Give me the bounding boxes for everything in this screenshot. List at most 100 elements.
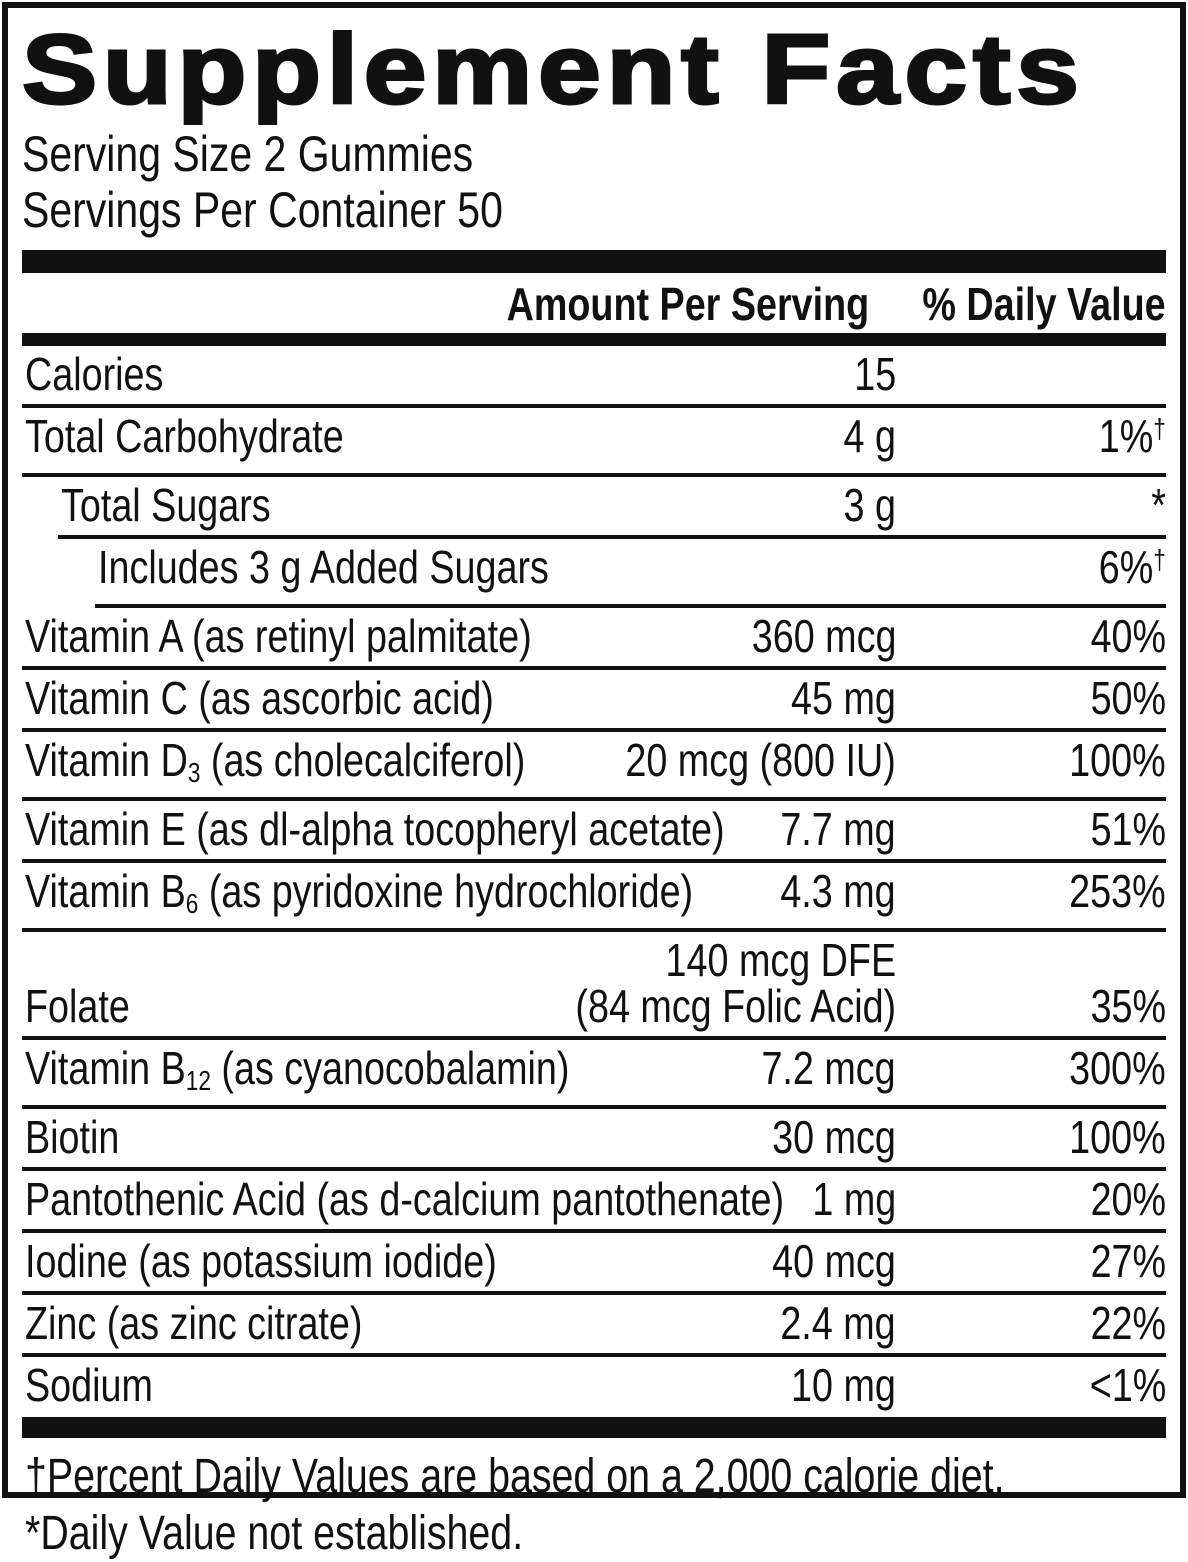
nutrient-name-text: Total Sugars [61, 479, 271, 531]
nutrient-name: Total Carbohydrate [22, 413, 832, 459]
row-divider [22, 859, 1166, 863]
nutrient-name: Zinc (as zinc citrate) [22, 1300, 755, 1346]
serving-size: Serving Size 2 Gummies [22, 126, 474, 182]
nutrient-amount: 4.3 mg [755, 868, 896, 914]
nutrient-name: Vitamin C (as ascorbic acid) [22, 675, 768, 721]
nutrient-amount-text: 15 [854, 348, 896, 400]
nutrient-amount: 7.7 mg [755, 806, 896, 852]
nutrient-amount-text: 3 g [843, 479, 896, 531]
nutrient-daily-value-text: 253% [1069, 865, 1166, 917]
nutrient-name: Folate [22, 983, 505, 1029]
nutrient-amount-text: 40 mcg [772, 1235, 896, 1287]
nutrient-amount-text: 1 mg [812, 1173, 896, 1225]
nutrient-name-text: Zinc (as zinc citrate) [25, 1297, 363, 1349]
nutrient-amount-text: 7.7 mg [780, 803, 896, 855]
nutrient-amount: 20 mcg (800 IU) [566, 737, 896, 783]
nutrient-daily-value: 51% [896, 806, 1166, 852]
nutrient-name-suffix: (as cholecalciferol) [200, 734, 526, 786]
nutrient-row: Vitamin B12 (as cyanocobalamin) 7.2 mcg … [22, 1040, 1166, 1105]
nutrient-row: Pantothenic Acid (as d-calcium pantothen… [22, 1171, 1166, 1229]
nutrient-row: Vitamin B6 (as pyridoxine hydrochloride)… [22, 863, 1166, 928]
nutrient-name: Vitamin D3 (as cholecalciferol) [22, 737, 566, 790]
nutrient-amount-text: 140 mcg DFE [665, 934, 896, 986]
nutrient-daily-value-text: 51% [1090, 803, 1166, 855]
label-title: Supplement Facts [20, 19, 1166, 120]
nutrient-amount: 45 mg [768, 675, 896, 721]
nutrient-name-text: Vitamin B [25, 865, 186, 917]
nutrient-daily-value-text: * [1151, 479, 1166, 531]
nutrient-amount: 10 mg [768, 1362, 896, 1408]
nutrient-amount-text: 30 mcg [772, 1111, 896, 1163]
nutrient-name: Vitamin E (as dl-alpha tocopheryl acetat… [22, 806, 755, 852]
nutrient-name-text: Vitamin A (as retinyl palmitate) [25, 610, 532, 662]
nutrient-daily-value: 22% [896, 1300, 1166, 1346]
nutrient-daily-value-text: 50% [1090, 672, 1166, 724]
nutrient-name: Vitamin A (as retinyl palmitate) [22, 613, 720, 659]
nutrient-daily-value [896, 351, 1166, 397]
footnote-daily-value-note: †Percent Daily Values are based on a 2,0… [25, 1450, 1005, 1503]
nutrient-amount: 2.4 mg [755, 1300, 896, 1346]
facts-rows: Calories 15 Total Carbohydrate 4 g 1%† T… [22, 346, 1166, 1415]
row-divider [58, 535, 1166, 539]
nutrient-name-suffix: (as pyridoxine hydrochloride) [198, 865, 694, 917]
nutrient-row: Total Carbohydrate 4 g 1%† [22, 408, 1166, 473]
nutrient-daily-value: <1% [896, 1362, 1166, 1408]
nutrient-name: Sodium [22, 1362, 768, 1408]
nutrient-daily-value-text: 100% [1069, 1111, 1166, 1163]
amount-per-serving-header: Amount Per Serving [506, 278, 870, 330]
nutrient-name-text: Vitamin D [25, 734, 188, 786]
nutrient-daily-value: 300% [896, 1045, 1166, 1091]
nutrient-amount: 15 [845, 351, 896, 397]
nutrient-daily-value: 50% [896, 675, 1166, 721]
nutrient-row: Includes 3 g Added Sugars 6%† [22, 539, 1166, 604]
nutrient-name: Total Sugars [22, 482, 832, 528]
nutrient-amount-text: 4 g [843, 410, 896, 462]
nutrient-name-text: Sodium [25, 1359, 153, 1411]
nutrient-name-text: Biotin [25, 1111, 120, 1163]
nutrient-name-text: Folate [25, 980, 130, 1032]
nutrient-name: Vitamin B12 (as cyanocobalamin) [22, 1045, 732, 1098]
nutrient-name: Pantothenic Acid (as d-calcium pantothen… [22, 1176, 794, 1222]
nutrient-name-subscript: 12 [185, 1064, 211, 1096]
nutrient-name-subscript: 6 [185, 887, 199, 919]
column-headers: Amount Per Serving % Daily Value [22, 273, 1166, 333]
nutrient-row: Folate 140 mcg DFE (84 mcg Folic Acid) 35… [22, 932, 1166, 1036]
nutrient-daily-value-text: 27% [1090, 1235, 1166, 1287]
divider-thick-bottom [22, 1417, 1166, 1438]
nutrient-row: Vitamin E (as dl-alpha tocopheryl acetat… [22, 801, 1166, 859]
nutrient-daily-value: 27% [896, 1238, 1166, 1284]
row-divider [22, 666, 1166, 670]
row-divider [22, 1353, 1166, 1357]
nutrient-daily-value-text: 35% [1090, 980, 1166, 1032]
row-divider [22, 1036, 1166, 1040]
nutrient-amount-text: 2.4 mg [780, 1297, 896, 1349]
servings-per-container: Servings Per Container 50 [22, 182, 503, 238]
row-divider [22, 1105, 1166, 1109]
nutrient-daily-value: 6%† [896, 544, 1166, 597]
row-divider [22, 928, 1166, 932]
nutrient-amount: 140 mcg DFE (84 mcg Folic Acid) [505, 937, 896, 1029]
daily-value-header: % Daily Value [922, 278, 1166, 330]
nutrient-row: Sodium 10 mg <1% [22, 1357, 1166, 1415]
nutrient-amount-text: 7.2 mcg [761, 1042, 896, 1094]
row-divider [22, 404, 1166, 408]
row-divider [95, 604, 1166, 608]
nutrient-name-suffix: (as cyanocobalamin) [210, 1042, 570, 1094]
nutrient-amount: 4 g [832, 413, 896, 459]
nutrient-amount-text: 4.3 mg [780, 865, 896, 917]
nutrient-daily-value-text: 20% [1090, 1173, 1166, 1225]
nutrient-daily-value-text: 100% [1069, 734, 1166, 786]
nutrient-row: Iodine (as potassium iodide) 40 mcg 27% [22, 1233, 1166, 1291]
nutrient-amount-text: 10 mg [791, 1359, 896, 1411]
footnotes: †Percent Daily Values are based on a 2,0… [22, 1438, 1166, 1562]
nutrient-amount-line2: (84 mcg Folic Acid) [575, 980, 896, 1032]
nutrient-amount-text: 360 mcg [751, 610, 896, 662]
row-divider [22, 1229, 1166, 1233]
nutrient-row: Zinc (as zinc citrate) 2.4 mg 22% [22, 1295, 1166, 1353]
footnote-asterisk-note: *Daily Value not established. [25, 1507, 524, 1560]
nutrient-daily-value: 40% [896, 613, 1166, 659]
nutrient-name-text: Vitamin E (as dl-alpha tocopheryl acetat… [25, 803, 725, 855]
row-divider [22, 1167, 1166, 1171]
nutrient-name-text: Vitamin C (as ascorbic acid) [25, 672, 494, 724]
